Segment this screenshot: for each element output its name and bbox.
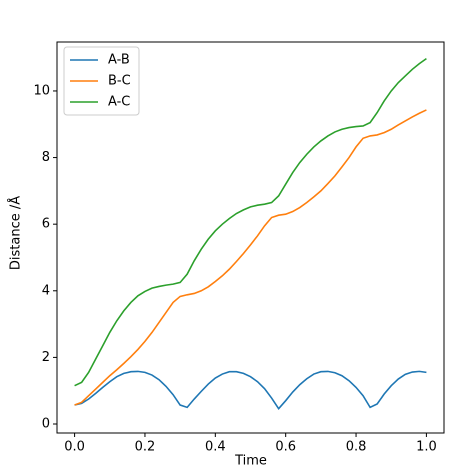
- x-tick-label: 0.0: [64, 440, 85, 455]
- y-tick-label: 0: [42, 417, 50, 432]
- y-tick-label: 2: [42, 350, 50, 365]
- y-tick-label: 6: [42, 217, 50, 232]
- line-series: [74, 370, 427, 411]
- line-series: [74, 57, 427, 387]
- y-tick-label: 10: [33, 83, 50, 98]
- legend-label: B-C: [108, 74, 131, 89]
- x-tick-label: 1.0: [416, 440, 437, 455]
- x-tick-label: 0.6: [275, 440, 296, 455]
- legend-label: A-C: [108, 95, 130, 110]
- legend-box: [63, 46, 140, 116]
- plot-frame: [56, 41, 445, 434]
- x-tick-label: 0.4: [205, 440, 226, 455]
- x-tick-label: 0.2: [135, 440, 156, 455]
- x-axis-label: Time: [234, 454, 267, 469]
- legend-label: A-B: [108, 53, 130, 68]
- y-axis-label: Distance /Å: [8, 196, 24, 270]
- y-tick-label: 4: [42, 283, 50, 298]
- y-tick-label: 8: [42, 150, 50, 165]
- line-series: [74, 109, 427, 406]
- x-tick-label: 0.8: [346, 440, 367, 455]
